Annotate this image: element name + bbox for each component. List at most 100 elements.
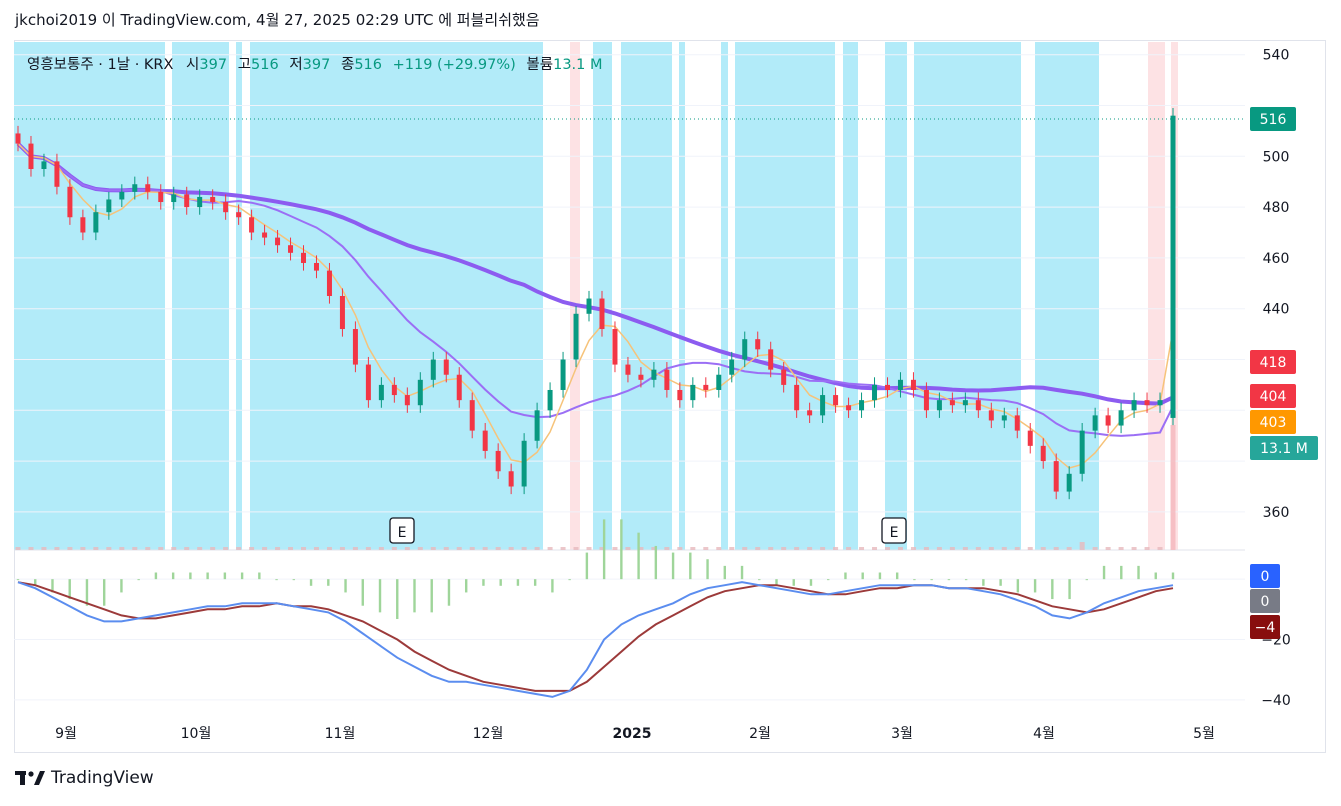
session-band	[236, 42, 242, 550]
candle-body	[1027, 430, 1033, 446]
volume-bar	[534, 547, 540, 550]
session-band-highlight	[1148, 42, 1165, 550]
macd-histogram-bar	[740, 565, 744, 580]
macd-histogram-bar	[68, 579, 71, 600]
candle-body	[391, 384, 397, 396]
macd-histogram-bar	[275, 579, 278, 581]
candle-body	[288, 245, 294, 253]
volume-bar	[872, 547, 878, 550]
candle-body	[677, 389, 683, 401]
volume-bar	[949, 547, 955, 550]
macd-histogram-bar	[654, 545, 658, 580]
volume-bar	[119, 547, 125, 550]
volume-bar	[54, 547, 60, 550]
volume-bar	[28, 547, 34, 550]
macd-histogram-bar	[16, 579, 20, 581]
time-axis-label: 5월	[1193, 726, 1215, 742]
price-badges: 516 418 404 403 13.1 M	[1250, 107, 1318, 460]
legend-open-label: 시	[186, 57, 200, 73]
volume-bar	[651, 547, 657, 550]
candle-body	[378, 384, 384, 401]
candle-body	[1170, 115, 1176, 418]
volume-bar	[80, 547, 86, 550]
macd-histogram-bar	[861, 572, 864, 580]
macd-histogram-bar	[223, 572, 227, 580]
tradingview-logo-text: TradingView	[51, 768, 154, 788]
candle-body	[638, 374, 644, 380]
volume-bar	[417, 547, 423, 550]
macd-histogram-bar	[637, 532, 640, 580]
macd-histogram-bar	[620, 519, 623, 580]
macd-histogram-bar	[964, 579, 968, 581]
macd-histogram-bar	[413, 579, 416, 613]
macd-histogram-bar	[723, 565, 726, 580]
time-axis-label: 10월	[181, 726, 212, 742]
macd-histogram-bar	[895, 572, 899, 580]
price-axis-tick: 500	[1263, 149, 1290, 165]
volume-bar	[897, 547, 903, 550]
volume-bar	[456, 547, 462, 550]
volume-bar	[326, 547, 332, 550]
macd-histogram-bar	[482, 579, 485, 586]
volume-bar	[391, 547, 397, 550]
candle-body	[975, 400, 981, 411]
candle-body	[1066, 473, 1072, 492]
macd-histogram-bar	[430, 579, 433, 613]
candle-body	[794, 384, 800, 411]
volume-bar	[742, 547, 748, 550]
legend-close-value: 516	[354, 57, 382, 73]
volume-bar	[859, 547, 865, 550]
time-axis-label: 11월	[325, 726, 356, 742]
macd-histogram-bar	[602, 519, 606, 580]
candle-body	[158, 191, 164, 203]
candle-body	[313, 262, 319, 271]
price-badge	[1250, 107, 1296, 131]
candle-body	[534, 410, 540, 441]
macd-histogram-bar	[1154, 572, 1157, 580]
session-band	[250, 42, 543, 550]
grid-lines	[14, 54, 1245, 513]
macd-histogram-bar	[982, 579, 985, 586]
volume-bar	[378, 547, 384, 550]
legend-open-value: 397	[199, 57, 228, 73]
volume-bar	[158, 547, 164, 550]
candle-body	[586, 298, 592, 314]
volume-bar	[962, 547, 968, 550]
macd-histogram-bar	[171, 572, 175, 580]
candle-body	[612, 329, 618, 365]
tradingview-logo[interactable]: TradingView	[15, 768, 154, 788]
candle-body	[768, 349, 774, 370]
volume-bar	[923, 547, 929, 550]
volume-bar	[1131, 547, 1137, 550]
macd-histogram-bar	[120, 579, 123, 593]
volume-bar	[807, 547, 813, 550]
legend-high-value: 516	[251, 57, 279, 73]
volume-bar	[106, 547, 112, 550]
price-axis-tick: 440	[1263, 302, 1290, 318]
candle-body	[301, 252, 307, 263]
candle-body	[339, 296, 345, 330]
volume-bar	[171, 547, 177, 550]
volume-bar	[210, 547, 216, 550]
volume-bars	[15, 425, 1176, 550]
volume-bar	[301, 547, 307, 550]
session-band-highlight	[570, 42, 580, 550]
macd-badge-label: 0	[1261, 569, 1270, 585]
candle-body	[469, 400, 475, 431]
candle-body	[872, 384, 878, 401]
candle-body	[846, 405, 852, 411]
earnings-marker	[389, 517, 415, 544]
macd-histogram-bar	[706, 559, 709, 580]
candle-body	[1105, 415, 1111, 426]
volume-bar	[975, 547, 981, 550]
candle-body	[703, 384, 709, 390]
volume-bar	[508, 547, 514, 550]
volume-bar	[1157, 547, 1163, 550]
macd-histogram-bar	[1085, 579, 1089, 581]
macd-histogram-bar	[999, 579, 1002, 586]
volume-bar	[1118, 547, 1124, 550]
macd-histogram-bar	[137, 579, 140, 581]
candles	[15, 108, 1176, 500]
candle-body	[456, 374, 462, 401]
